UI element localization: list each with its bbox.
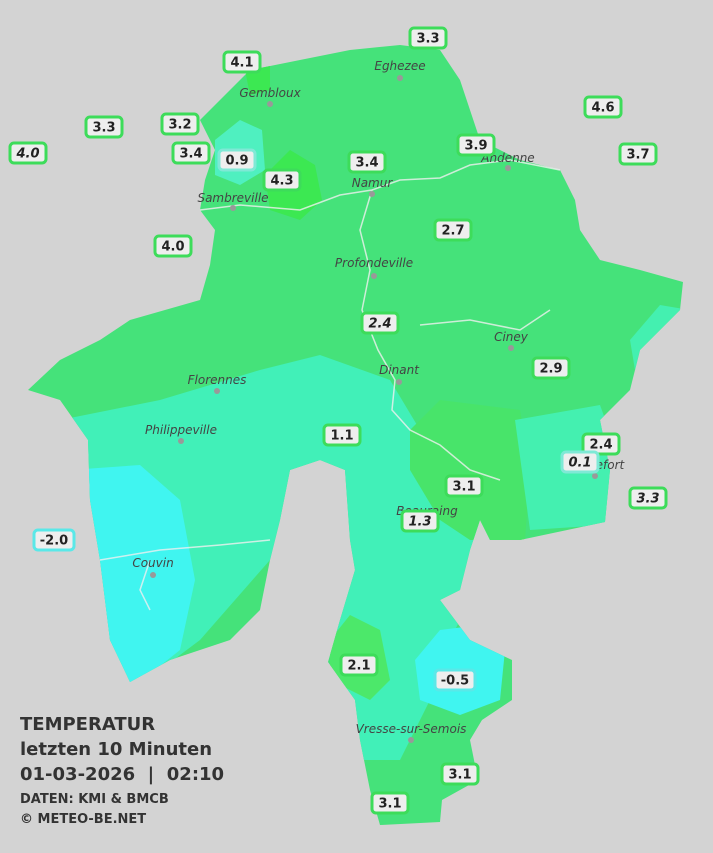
source: DATEN: KMI & BMCB xyxy=(20,792,169,807)
cities: EghezeeGemblouxAndenneNamurSambrevillePr… xyxy=(132,59,626,743)
station-value: 2.4 xyxy=(368,317,391,332)
station-box xyxy=(400,509,440,533)
station-value: 4.3 xyxy=(270,174,293,189)
title: TEMPERATUR xyxy=(20,714,155,735)
station-value: 2.1 xyxy=(347,659,370,674)
station-box xyxy=(444,474,484,498)
city-label: Couvin xyxy=(132,556,173,570)
station-box xyxy=(153,234,193,258)
station-value: 3.4 xyxy=(179,147,202,162)
city-dot xyxy=(230,205,236,211)
station-value: 3.3 xyxy=(416,32,439,47)
station-box xyxy=(456,133,496,157)
city-dot xyxy=(267,101,273,107)
station-value: -2.0 xyxy=(40,534,68,549)
station-value: 1.3 xyxy=(408,515,431,530)
station-box xyxy=(408,26,448,50)
station-value: 0.9 xyxy=(225,154,248,169)
city-dot xyxy=(592,473,598,479)
city-dot xyxy=(371,273,377,279)
copyright: © METEO-BE.NET xyxy=(20,812,146,827)
city-dot xyxy=(508,345,514,351)
city-dot xyxy=(505,165,511,171)
city-label: Namur xyxy=(352,176,394,190)
station-value: 3.3 xyxy=(636,492,659,507)
city-dot xyxy=(178,438,184,444)
station-value: 3.4 xyxy=(355,156,378,171)
station-value: 0.1 xyxy=(568,456,591,471)
station-box xyxy=(583,95,623,119)
city-label: Vresse-sur-Semois xyxy=(356,722,467,736)
station-box xyxy=(531,356,571,380)
station-box xyxy=(160,112,200,136)
timestamp: 01-03-2026 | 02:10 xyxy=(20,764,224,785)
city-dot xyxy=(408,737,414,743)
stations: 4.1 3.3 4.6 3.3 3.2 3.4 0.9 4.3 3.4 3.9 3.7 4.0 4.0 2… xyxy=(8,26,668,815)
city-label: Eghezee xyxy=(374,59,425,73)
station-box xyxy=(322,423,362,447)
station-value: -0.5 xyxy=(441,674,469,689)
station-box xyxy=(433,218,473,242)
station-box xyxy=(628,486,668,510)
station-value: 4.6 xyxy=(591,101,614,116)
station-box xyxy=(440,762,480,786)
station-box xyxy=(347,150,387,174)
station-box xyxy=(560,450,600,474)
station-value: 3.1 xyxy=(378,797,401,812)
station-box xyxy=(217,148,257,172)
station-box xyxy=(32,528,76,552)
station-box xyxy=(618,142,658,166)
station-value: 3.3 xyxy=(92,121,115,136)
station-box xyxy=(433,668,477,692)
city-label: Dinant xyxy=(379,363,420,377)
station-value: 1.1 xyxy=(330,429,353,444)
city-label: Gembloux xyxy=(239,86,301,100)
station-box xyxy=(222,50,262,74)
station-value: 2.7 xyxy=(441,224,464,239)
city-label: Profondeville xyxy=(335,256,413,270)
city-label: Ciney xyxy=(494,330,529,344)
station-value: 4.0 xyxy=(15,147,39,162)
station-box xyxy=(8,141,48,165)
city-label: Sambreville xyxy=(197,191,268,205)
city-dot xyxy=(396,379,402,385)
station-value: 3.9 xyxy=(464,139,487,154)
station-box xyxy=(581,432,621,456)
city-dot xyxy=(369,191,375,197)
subtitle: letzten 10 Minuten xyxy=(20,739,212,760)
city-label: Florennes xyxy=(188,373,247,387)
station-box xyxy=(262,168,302,192)
city-label: Philippeville xyxy=(145,423,217,437)
station-value: 3.1 xyxy=(452,480,475,495)
station-box xyxy=(339,653,379,677)
rivers xyxy=(99,159,561,611)
station-box xyxy=(84,115,124,139)
city-dot xyxy=(150,572,156,578)
station-value: 2.4 xyxy=(589,438,612,453)
station-value: 3.2 xyxy=(168,118,191,133)
city-dot xyxy=(397,75,403,81)
station-value: 4.1 xyxy=(230,56,253,71)
station-box xyxy=(370,791,410,815)
station-value: 3.7 xyxy=(626,148,649,163)
station-value: 2.9 xyxy=(539,362,562,377)
station-value: 3.1 xyxy=(448,768,471,783)
station-value: 4.0 xyxy=(161,240,184,255)
station-box xyxy=(360,311,400,335)
station-box xyxy=(171,141,211,165)
city-dot xyxy=(214,388,220,394)
